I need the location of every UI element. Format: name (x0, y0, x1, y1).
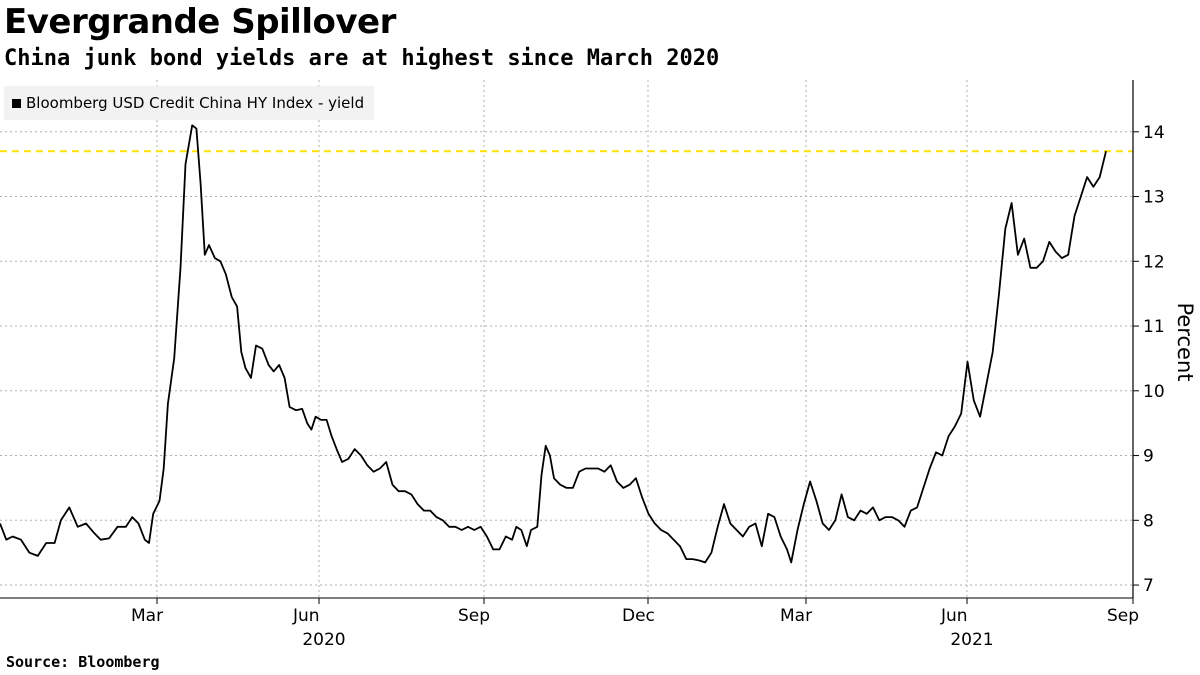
legend: Bloomberg USD Credit China HY Index - yi… (4, 86, 375, 120)
source-note: Source: Bloomberg (6, 653, 160, 671)
y-tick-label: 14 (1143, 123, 1165, 143)
legend-swatch (12, 98, 21, 108)
x-tick-label: Jun (292, 606, 320, 626)
y-tick-label: 7 (1143, 576, 1154, 596)
legend-label: Bloomberg USD Credit China HY Index - yi… (26, 94, 365, 112)
y-tick-label: 12 (1143, 252, 1165, 272)
x-tick-label: Jun (940, 606, 968, 626)
chart-title: Evergrande Spillover (4, 2, 396, 42)
axes (0, 80, 1139, 604)
x-tick-label: Sep (1107, 606, 1139, 626)
y-tick-label: 11 (1143, 317, 1165, 337)
x-tick-label: Sep (458, 606, 490, 626)
y-tick-label: 8 (1143, 511, 1154, 531)
series-group (0, 124, 1107, 564)
x-tick-label: Mar (131, 606, 163, 626)
year-label: 2020 (302, 630, 345, 650)
gridlines (0, 80, 1133, 598)
year-label: 2021 (950, 630, 993, 650)
x-tick-label: Mar (780, 606, 812, 626)
x-tick-label: Dec (622, 606, 655, 626)
y-tick-label: 13 (1143, 188, 1165, 208)
y-tick-label: 9 (1143, 447, 1154, 467)
y-tick-label: 10 (1143, 382, 1165, 402)
tick-labels: 7 8 9 10 11 12 13 14 Mar Jun Sep Dec Mar Jun Sep 2020 20… (131, 123, 1197, 650)
series-line (0, 124, 1107, 564)
y-axis-title: Percent (1173, 302, 1197, 381)
chart-subtitle: China junk bond yields are at highest si… (4, 46, 720, 71)
